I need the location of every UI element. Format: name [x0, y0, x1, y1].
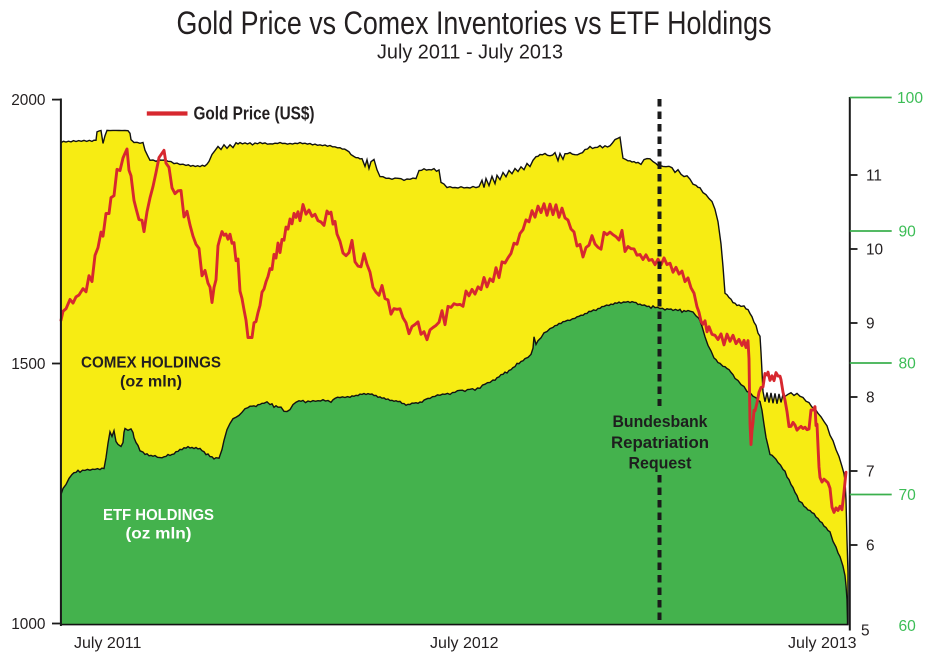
svg-text:5: 5 [861, 623, 870, 640]
svg-text:70: 70 [899, 487, 917, 504]
svg-text:(oz mln): (oz mln) [126, 526, 192, 543]
svg-text:Bundesbank: Bundesbank [613, 413, 709, 431]
svg-text:2000: 2000 [11, 92, 45, 109]
svg-text:July 2011 - July 2013: July 2011 - July 2013 [377, 40, 563, 63]
svg-text:9: 9 [866, 315, 875, 332]
svg-text:1500: 1500 [11, 356, 45, 373]
svg-text:100: 100 [897, 90, 923, 107]
svg-text:Repatriation: Repatriation [611, 434, 709, 452]
svg-text:7: 7 [866, 463, 875, 480]
svg-text:90: 90 [899, 223, 917, 240]
svg-text:COMEX HOLDINGS: COMEX HOLDINGS [81, 355, 221, 372]
svg-text:(oz mln): (oz mln) [120, 374, 182, 391]
svg-text:ETF HOLDINGS: ETF HOLDINGS [103, 507, 214, 524]
svg-text:60: 60 [899, 618, 917, 635]
svg-text:Gold Price (US$): Gold Price (US$) [194, 103, 315, 123]
svg-text:11: 11 [866, 167, 882, 184]
svg-text:Gold Price vs Comex Inventorie: Gold Price vs Comex Inventories vs ETF H… [177, 5, 772, 41]
svg-text:80: 80 [899, 355, 917, 372]
svg-text:6: 6 [866, 537, 875, 554]
svg-text:1000: 1000 [11, 616, 45, 633]
svg-text:July 2011: July 2011 [74, 635, 141, 652]
svg-text:8: 8 [866, 389, 875, 406]
svg-text:10: 10 [866, 241, 883, 258]
svg-text:Request: Request [629, 455, 692, 473]
svg-text:July 2012: July 2012 [430, 635, 499, 652]
svg-text:July 2013: July 2013 [788, 635, 857, 652]
